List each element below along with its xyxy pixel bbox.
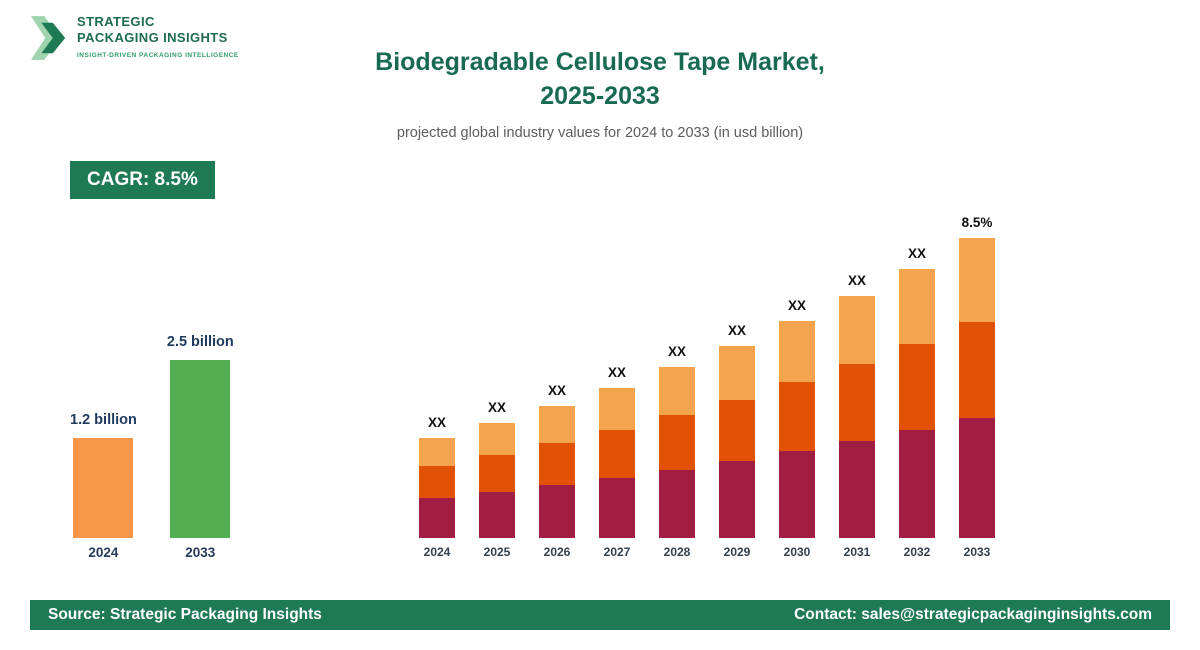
- x-axis-label-2024: 2024: [88, 545, 119, 560]
- logo-chevron-icon: [30, 16, 66, 60]
- bar-top-label-2030: XX: [787, 298, 806, 313]
- title-block: Biodegradable Cellulose Tape Market, 202…: [240, 46, 960, 141]
- bar-2032-segment-bottom: [899, 430, 935, 538]
- logo-name-line2: PACKAGING INSIGHTS: [77, 30, 228, 46]
- stacked-bar-column-2029: XX 2029: [719, 203, 755, 559]
- bar-2032-segment-middle: [899, 344, 935, 430]
- bar-2033: [959, 238, 995, 538]
- bar-2030-segment-bottom: [779, 451, 815, 538]
- bar-2027-segment-bottom: [599, 478, 635, 538]
- stacked-bar-column-2026: XX 2026: [539, 203, 575, 559]
- footer-source: Source: Strategic Packaging Insights: [48, 606, 322, 623]
- x-axis-label-2029: 2029: [723, 545, 751, 559]
- bar-top-label-2026: XX: [547, 383, 566, 398]
- bar-top-label-2033: 8.5%: [961, 215, 993, 230]
- stacked-bar-column-2032: XX 2032: [899, 203, 935, 559]
- bar-value-label-2024: 1.2 billion: [70, 412, 137, 428]
- x-axis-label-2030: 2030: [783, 545, 811, 559]
- x-axis-label-2031: 2031: [843, 545, 871, 559]
- stacked-bar-column-2028: XX 2028: [659, 203, 695, 559]
- stacked-bar-column-2024: XX 2024: [419, 203, 455, 559]
- page-subtitle: projected global industry values for 202…: [396, 124, 804, 141]
- stacked-bar-column-2031: XX 2031: [839, 203, 875, 559]
- bar-2026-segment-bottom: [539, 485, 575, 538]
- bar-2030-segment-middle: [779, 382, 815, 451]
- bar-2033-segment-bottom: [959, 418, 995, 538]
- bar-2032-segment-top: [899, 269, 935, 344]
- page-title-line2: 2025-2033: [540, 81, 660, 110]
- bar-2030: [779, 321, 815, 538]
- bar-2033-segment-top: [959, 238, 995, 322]
- bar-2029: [719, 346, 755, 538]
- bar-2026-segment-top: [539, 406, 575, 443]
- cagr-badge: CAGR: 8.5%: [70, 161, 215, 199]
- projected-values-stacked-chart: XX 2024 XX 2025 XX 2026 XX 2027 XX 2028 XX 2029 XX 20…: [419, 203, 995, 559]
- market-size-comparison-chart: 1.2 billion 2024 2.5 billion 2033: [70, 326, 234, 560]
- bar-2028: [659, 367, 695, 538]
- bar-2027: [599, 388, 635, 538]
- x-axis-label-2032: 2032: [903, 545, 931, 559]
- bar-top-label-2025: XX: [487, 400, 506, 415]
- bar-2032: [899, 269, 935, 538]
- bar-top-label-2031: XX: [847, 273, 866, 288]
- x-axis-label-2024: 2024: [423, 545, 451, 559]
- bar-top-label-2032: XX: [907, 246, 926, 261]
- bar-2033-segment-middle: [959, 322, 995, 418]
- footer-contact: Contact: sales@strategicpackaginginsight…: [794, 606, 1152, 623]
- x-axis-label-2033: 2033: [963, 545, 991, 559]
- bar-2024: [73, 438, 134, 538]
- bar-2031-segment-bottom: [839, 441, 875, 538]
- bar-2024-segment-middle: [419, 466, 455, 498]
- mini-bar-column-2033: 2.5 billion 2033: [167, 326, 234, 560]
- bar-2024-segment-top: [419, 438, 455, 466]
- bar-2028-segment-bottom: [659, 470, 695, 538]
- bar-2026: [539, 406, 575, 538]
- stacked-bar-column-2025: XX 2025: [479, 203, 515, 559]
- bar-2026-segment-middle: [539, 443, 575, 485]
- logo-name-line1: STRATEGIC: [77, 14, 155, 29]
- logo: STRATEGIC PACKAGING INSIGHTS INSIGHT-DRI…: [30, 14, 239, 62]
- stacked-bar-column-2027: XX 2027: [599, 203, 635, 559]
- bar-2033: [170, 360, 231, 538]
- logo-tagline: INSIGHT-DRIVEN PACKAGING INTELLIGENCE: [77, 51, 239, 59]
- bar-2025-segment-top: [479, 423, 515, 455]
- bar-2031: [839, 296, 875, 538]
- bar-2031-segment-middle: [839, 364, 875, 441]
- bar-2025-segment-bottom: [479, 492, 515, 538]
- bar-2027-segment-top: [599, 388, 635, 430]
- page-title: Biodegradable Cellulose Tape Market, 202…: [240, 46, 960, 114]
- bar-top-label-2024: XX: [427, 415, 446, 430]
- bar-2024: [419, 438, 455, 538]
- bar-2027-segment-middle: [599, 430, 635, 478]
- bar-top-label-2028: XX: [667, 344, 686, 359]
- bar-2030-segment-top: [779, 321, 815, 382]
- bar-2024-segment-bottom: [419, 498, 455, 538]
- stacked-bar-column-2030: XX 2030: [779, 203, 815, 559]
- bar-2029-segment-middle: [719, 400, 755, 461]
- bar-value-label-2033: 2.5 billion: [166, 334, 234, 350]
- bar-2028-segment-top: [659, 367, 695, 415]
- bar-2025: [479, 423, 515, 538]
- bar-2025-segment-middle: [479, 455, 515, 492]
- page-title-line1: Biodegradable Cellulose Tape Market,: [375, 48, 825, 76]
- mini-bar-column-2024: 1.2 billion 2024: [70, 326, 137, 560]
- x-axis-label-2027: 2027: [603, 545, 631, 559]
- x-axis-label-2033: 2033: [185, 545, 216, 560]
- stacked-bar-column-2033: 8.5% 2033: [959, 203, 995, 559]
- bar-top-label-2027: XX: [607, 365, 626, 380]
- x-axis-label-2026: 2026: [543, 545, 571, 559]
- bar-2029-segment-bottom: [719, 461, 755, 538]
- footer-bar: Source: Strategic Packaging Insights Con…: [30, 600, 1170, 630]
- logo-text: STRATEGIC PACKAGING INSIGHTS INSIGHT-DRI…: [77, 14, 239, 59]
- bar-2029-segment-top: [719, 346, 755, 400]
- bar-2028-segment-middle: [659, 415, 695, 470]
- x-axis-label-2025: 2025: [483, 545, 511, 559]
- bar-top-label-2029: XX: [727, 323, 746, 338]
- bar-2031-segment-top: [839, 296, 875, 364]
- x-axis-label-2028: 2028: [663, 545, 691, 559]
